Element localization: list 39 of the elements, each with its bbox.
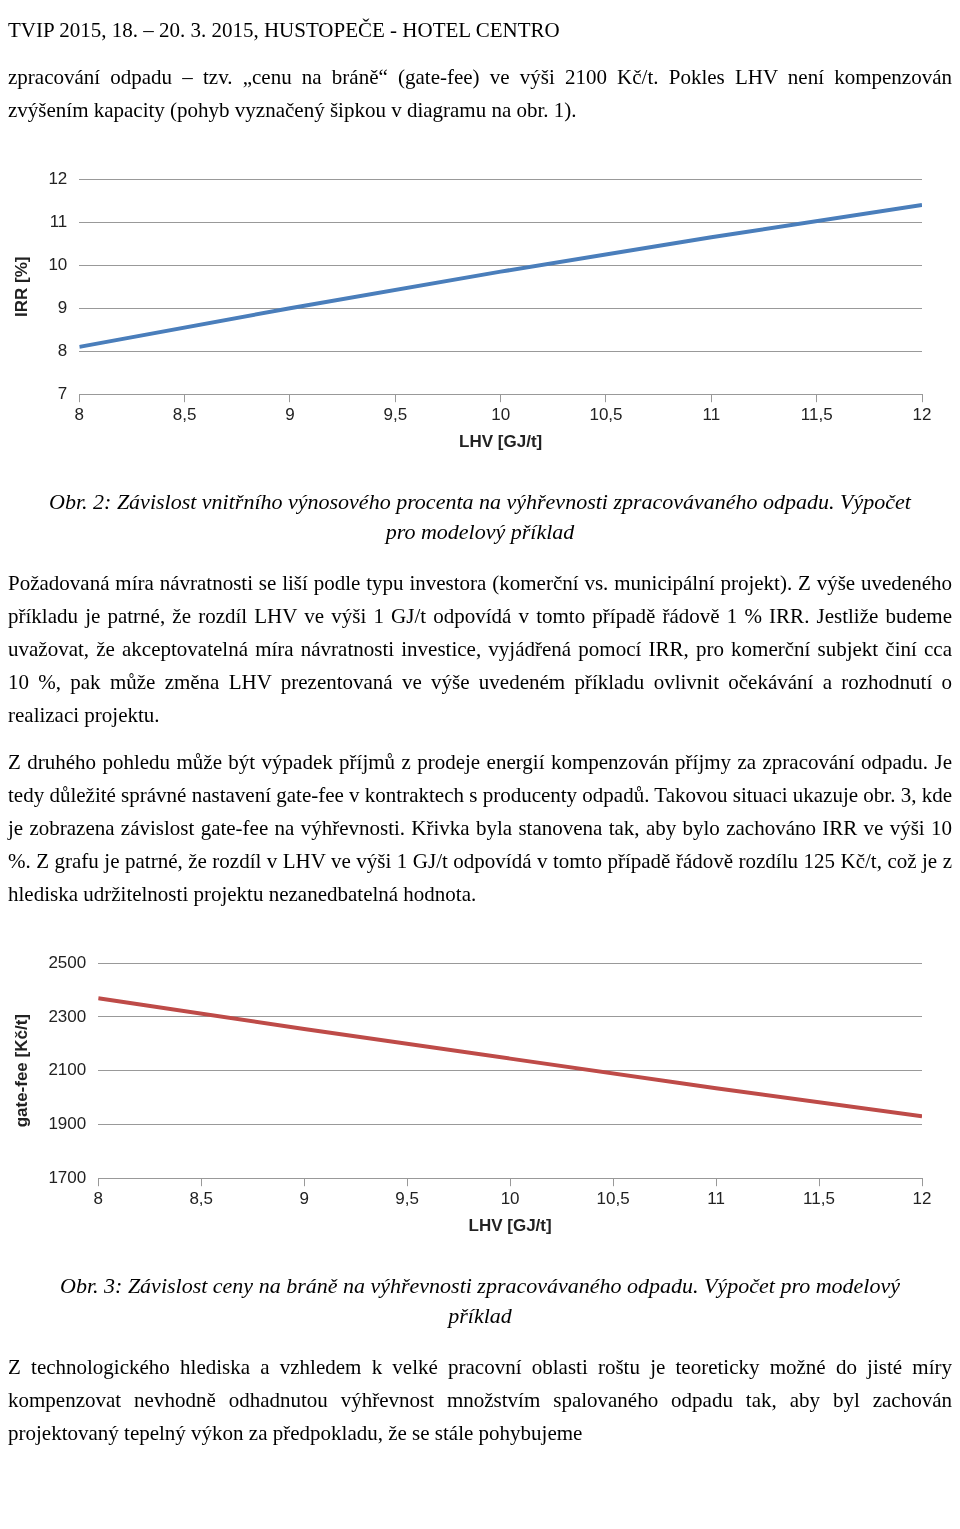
y-tick-label: 8	[57, 340, 68, 360]
y-tick-label: 1700	[48, 1167, 87, 1187]
y-tick-label: 1900	[48, 1114, 87, 1134]
x-tick-label: 8,5	[189, 1189, 214, 1209]
x-tick-label: 10,5	[596, 1189, 630, 1209]
y-tick-label: 2100	[48, 1060, 87, 1080]
x-tick-label: 10,5	[589, 405, 623, 425]
y-tick-label: 2300	[48, 1006, 87, 1026]
text: Požadovaná míra návratnosti se liší podle typu investora (komerční vs. municipální projekt). Z výše uvedeného příkladu je patrné, že rozdíl LHV ve výši 1 GJ/t odpovídá v tomto případě řádově 1 % IRR. Jestliže budeme uvažovat, že akceptovatelná míra návratnosti investice, vyjádřená pomocí IRR, pro komerční subjekt činí cca 10 %, pak může změna LHV prezentovaná ve výše uvedeném příkladu ovlivnit očekávání a rozhodnutí o realizaci projektu.	[8, 570, 952, 729]
y-tick-label: 9	[57, 297, 68, 317]
x-tick-label: 10	[500, 1189, 520, 1209]
text: Obr. 2: Závislost vnitřního výnosového procenta na výhřevnosti zpracovávaného odpadu. Výpočet pro modelový příklad	[48, 488, 912, 546]
y-tick-label: 12	[48, 168, 68, 188]
y-axis-title: gate-fee [Kč/t]	[11, 1014, 31, 1128]
x-axis-title: LHV [GJ/t]	[468, 1216, 552, 1236]
text: Z technologického hlediska a vzhledem k velké pracovní oblasti roštu je teoreticky možné do jisté míry kompenzovat nevhodně odhadnutou výhřevnost množstvím spalovaného odpadu tak, aby byl zachován projektovaný tepelný výkon za předpokladu, že se stále pohybujeme	[8, 1354, 952, 1447]
x-tick-label: 11	[702, 405, 721, 425]
x-tick-label: 11	[707, 1189, 725, 1209]
y-tick-label: 10	[48, 254, 68, 274]
x-tick-label: 9,5	[383, 405, 408, 425]
y-tick-label: 7	[57, 383, 68, 403]
text: Z druhého pohledu může být výpadek příjmů z prodeje energií kompenzován příjmy za zpracování odpadu. Je tedy důležité správné nastavení gate-fee v kontraktech s producenty odpadů. Takovou situaci ukazuje obr. 3, kde je zobrazena závislost gate-fee na výhřevnosti. Křivka byla stanovena tak, aby bylo zachováno IRR ve výši 10 %. Z grafu je patrné, že rozdíl v LHV ve výši 1 GJ/t odpovídá v tomto případě řádově rozdílu 125 Kč/t, což je z hlediska udržitelnosti projektu nezanedbatelná hodnota.	[8, 749, 952, 908]
text: Obr. 3: Závislost ceny na bráně na výhřevnosti zpracovávaného odpadu. Výpočet pro modelový příklad	[59, 1272, 901, 1330]
y-tick-label: 11	[49, 211, 68, 231]
y-axis-title: IRR [%]	[11, 256, 31, 317]
x-tick-label: 12	[912, 405, 932, 425]
x-tick-label: 11,5	[800, 405, 833, 425]
x-tick-label: 10	[491, 405, 511, 425]
x-axis-title: LHV [GJ/t]	[459, 432, 543, 452]
x-tick-label: 11,5	[803, 1189, 835, 1209]
text: zpracování odpadu – tzv. „cenu na bráně“ (gate-fee) ve výši 2100 Kč/t. Pokles LHV není kompenzován zvýšením kapacity (pohyb vyznačený šipkou v diagramu na obr. 1).	[8, 64, 952, 124]
x-tick-label: 8,5	[172, 405, 197, 425]
x-tick-label: 8	[93, 1189, 103, 1209]
text: TVIP 2015, 18. – 20. 3. 2015, HUSTOPEČE - HOTEL CENTRO	[8, 17, 561, 44]
x-tick-label: 12	[912, 1189, 932, 1209]
x-tick-label: 9	[285, 405, 295, 425]
y-tick-label: 2500	[48, 952, 87, 972]
x-tick-label: 9	[299, 1189, 309, 1209]
x-tick-label: 9,5	[395, 1189, 419, 1209]
